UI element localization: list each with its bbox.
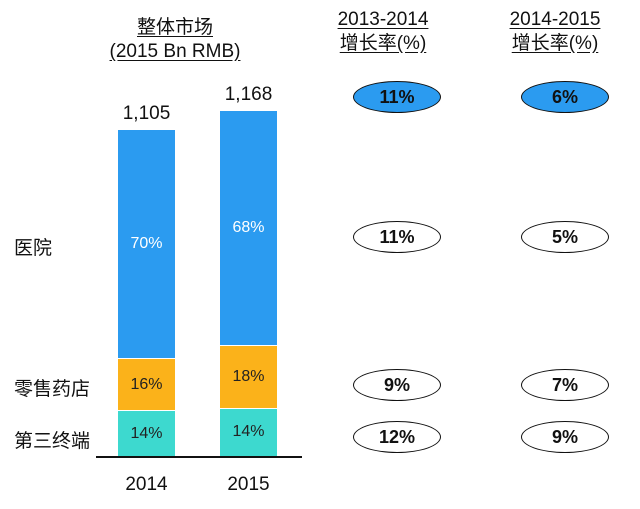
growth-hospital-2014-2015: 5%	[521, 221, 609, 253]
growth-header-1-subtitle: 增长率(%)	[339, 33, 427, 54]
growth-header-1: 2013-2014 增长率(%)	[338, 8, 429, 56]
title-text: 整体市场	[136, 17, 214, 38]
bar-total-label: 1,168	[224, 84, 273, 106]
chart-title: 整体市场 (2015 Bn RMB)	[110, 16, 241, 64]
bar-segment-2014-0: 14%	[118, 410, 175, 456]
bar-segment-2015-1: 18%	[220, 345, 277, 408]
growth-total-2013-2014: 11%	[353, 81, 441, 113]
growth-third-2013-2014: 12%	[353, 421, 441, 453]
growth-header-2: 2014-2015 增长率(%)	[510, 8, 601, 56]
bar-segment-2014-1: 16%	[118, 357, 175, 411]
x-axis-line	[96, 456, 302, 458]
growth-third-2014-2015: 9%	[521, 421, 609, 453]
bar-total-label: 1,105	[122, 102, 171, 124]
growth-header-2-title: 2014-2015	[509, 9, 601, 30]
growth-retail-2013-2014: 9%	[353, 369, 441, 401]
subtitle-text: (2015 Bn RMB)	[109, 41, 241, 62]
x-tick-label: 2014	[125, 474, 168, 495]
category-label-retail: 零售药店	[14, 379, 91, 400]
growth-retail-2014-2015: 7%	[521, 369, 609, 401]
bar-segment-2014-2: 70%	[118, 128, 175, 358]
bar-segment-2015-2: 68%	[220, 110, 277, 346]
growth-hospital-2013-2014: 11%	[353, 221, 441, 253]
bar-segment-2015-0: 14%	[220, 407, 277, 456]
x-tick-label: 2015	[227, 474, 270, 495]
growth-header-2-subtitle: 增长率(%)	[511, 33, 599, 54]
category-label-hospital: 医院	[14, 238, 53, 259]
growth-header-1-title: 2013-2014	[337, 9, 429, 30]
category-label-third: 第三终端	[14, 431, 91, 452]
growth-total-2014-2015: 6%	[521, 81, 609, 113]
